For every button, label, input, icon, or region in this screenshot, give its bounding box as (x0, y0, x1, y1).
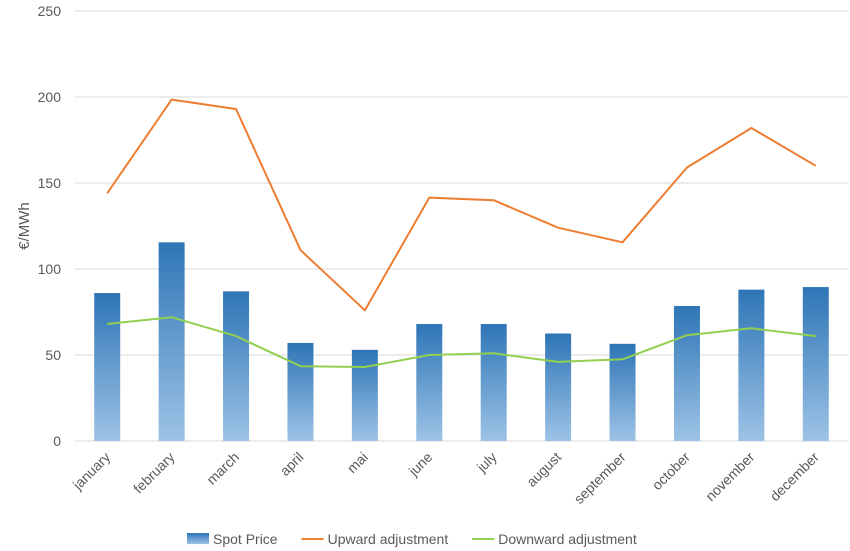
line-upward-adjustment (106, 98, 817, 312)
x-tick-label: march (203, 449, 242, 488)
x-tick-label: november (702, 449, 758, 505)
x-tick-label: december (767, 449, 823, 505)
y-tick-labels: 0 50 100 150 200 250 (38, 3, 62, 449)
x-tick-label: june (405, 449, 436, 480)
x-tick-label: february (130, 449, 178, 497)
y-tick-label: 250 (38, 3, 62, 19)
x-tick-label: october (649, 449, 694, 494)
bar-april (287, 342, 314, 441)
x-tick-label: august (523, 449, 564, 490)
x-tick-label: january (69, 449, 113, 493)
bar-july (480, 324, 507, 441)
legend-label-upward-adjustment: Upward adjustment (328, 531, 449, 547)
bar-november (738, 289, 765, 441)
line-series (106, 98, 817, 368)
bar-october (673, 305, 700, 441)
bar-march (223, 291, 250, 441)
bar-february (158, 242, 185, 441)
bar-august (545, 333, 572, 441)
y-axis-title: €/MWh (16, 202, 33, 250)
bar-mai (351, 349, 378, 441)
legend-label-spot-price: Spot Price (213, 531, 278, 547)
gridlines (75, 10, 848, 442)
bar-series (94, 242, 829, 441)
x-tick-label: april (277, 449, 307, 479)
y-tick-label: 150 (38, 175, 62, 191)
y-tick-label: 200 (38, 89, 62, 105)
legend: Spot Price Upward adjustment Downward adju… (187, 531, 637, 547)
line-downward-adjustment (107, 316, 816, 368)
y-tick-label: 100 (38, 261, 62, 277)
legend-label-downward-adjustment: Downward adjustment (498, 531, 637, 547)
x-tick-labels: january february march april mai june july augu… (69, 449, 822, 507)
y-tick-label: 0 (53, 433, 61, 449)
x-tick-label: july (473, 449, 500, 476)
legend-swatch-spot-price (187, 533, 209, 544)
y-tick-label: 50 (45, 347, 61, 363)
x-tick-label: september (571, 449, 629, 507)
bar-january (94, 293, 121, 441)
bar-december (802, 287, 829, 441)
x-tick-label: mai (344, 449, 371, 476)
bar-june (416, 324, 443, 441)
